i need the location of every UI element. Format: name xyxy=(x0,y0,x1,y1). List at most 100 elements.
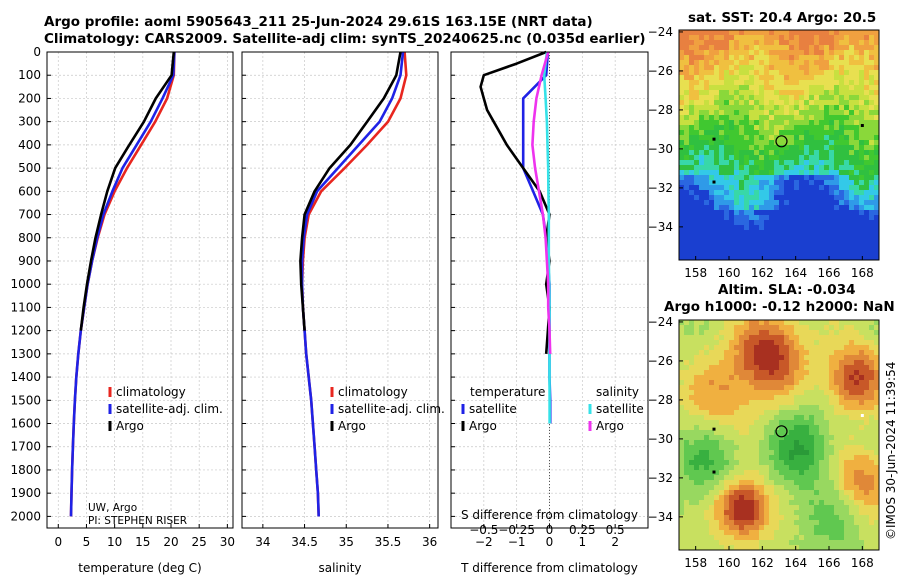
map-cell xyxy=(709,460,715,466)
map-cell xyxy=(739,245,745,251)
map-cell xyxy=(844,160,850,166)
map-cell xyxy=(719,100,725,106)
map-cell xyxy=(819,190,825,196)
map-cell xyxy=(759,525,765,531)
map-cell xyxy=(799,195,805,201)
map-cell xyxy=(704,345,710,351)
map-cell xyxy=(874,145,880,151)
map-cell xyxy=(684,355,690,361)
map-cell xyxy=(739,485,745,491)
map-cell xyxy=(759,510,765,516)
map-cell xyxy=(784,350,790,356)
map-cell xyxy=(739,230,745,236)
map-cell xyxy=(794,135,800,141)
map-cell xyxy=(784,520,790,526)
map-cell xyxy=(809,115,815,121)
map-cell xyxy=(834,440,840,446)
map-cell xyxy=(819,55,825,61)
y-tick-label: 100 xyxy=(18,68,41,82)
map-cell xyxy=(704,390,710,396)
map-cell xyxy=(714,135,720,141)
map-cell xyxy=(679,210,685,216)
map-cell xyxy=(789,125,795,131)
map-cell xyxy=(804,70,810,76)
map-cell xyxy=(844,100,850,106)
map-cell xyxy=(754,425,760,431)
map-cell xyxy=(859,40,865,46)
map-cell xyxy=(859,405,865,411)
map-cell xyxy=(779,405,785,411)
map-cell xyxy=(829,465,835,471)
map-cell xyxy=(769,530,775,536)
map-cell xyxy=(719,225,725,231)
map-cell xyxy=(844,155,850,161)
map-cell xyxy=(839,170,845,176)
map-cell xyxy=(759,425,765,431)
map-cell xyxy=(859,205,865,211)
map-cell xyxy=(789,85,795,91)
map-cell xyxy=(724,200,730,206)
map-cell xyxy=(789,220,795,226)
map-cell xyxy=(809,195,815,201)
map-cell xyxy=(869,195,875,201)
map-cell xyxy=(744,45,750,51)
map-cell xyxy=(694,100,700,106)
map-cell xyxy=(704,125,710,131)
map-cell xyxy=(829,445,835,451)
map-cell xyxy=(694,70,700,76)
map-cell xyxy=(859,140,865,146)
map-cell xyxy=(834,70,840,76)
map-cell xyxy=(704,320,710,326)
map-cell xyxy=(854,230,860,236)
map-cell xyxy=(729,385,735,391)
legend-title-salinity: salinity xyxy=(596,385,639,399)
map-cell xyxy=(859,465,865,471)
map-cell xyxy=(814,95,820,101)
map-cell xyxy=(824,50,830,56)
map-cell xyxy=(784,545,790,551)
map-cell xyxy=(694,250,700,256)
x-tick-label-difference: −1 xyxy=(508,535,526,549)
map-cell xyxy=(819,195,825,201)
map-cell xyxy=(714,205,720,211)
map-cell xyxy=(819,520,825,526)
map-cell xyxy=(684,460,690,466)
map-cell xyxy=(759,95,765,101)
map-cell xyxy=(694,495,700,501)
map-cell xyxy=(689,60,695,66)
map-cell xyxy=(794,465,800,471)
map-cell xyxy=(739,515,745,521)
map-cell xyxy=(749,485,755,491)
map-cell xyxy=(869,465,875,471)
map-cell xyxy=(744,420,750,426)
map-cell xyxy=(869,475,875,481)
map-cell xyxy=(829,50,835,56)
map-cell xyxy=(679,430,685,436)
map-cell xyxy=(679,120,685,126)
map-cell xyxy=(759,130,765,136)
map-cell xyxy=(814,475,820,481)
map-cell xyxy=(739,395,745,401)
x-tick-label-difference: −2 xyxy=(475,535,493,549)
map-cell xyxy=(824,355,830,361)
map-cell xyxy=(789,185,795,191)
map-cell xyxy=(749,45,755,51)
map-cell xyxy=(799,470,805,476)
map-cell xyxy=(734,320,740,326)
map-cell xyxy=(864,480,870,486)
map-cell xyxy=(734,45,740,51)
map-cell xyxy=(774,540,780,546)
map-cell xyxy=(794,505,800,511)
map-cell xyxy=(779,180,785,186)
map-cell xyxy=(704,510,710,516)
map-x-tick-label-sst: 164 xyxy=(784,266,807,280)
map-cell xyxy=(859,135,865,141)
map-cell xyxy=(759,125,765,131)
map-cell xyxy=(824,180,830,186)
map-cell xyxy=(759,340,765,346)
map-cell xyxy=(774,105,780,111)
map-cell xyxy=(804,185,810,191)
map-cell xyxy=(714,485,720,491)
map-cell xyxy=(679,345,685,351)
map-cell xyxy=(729,90,735,96)
